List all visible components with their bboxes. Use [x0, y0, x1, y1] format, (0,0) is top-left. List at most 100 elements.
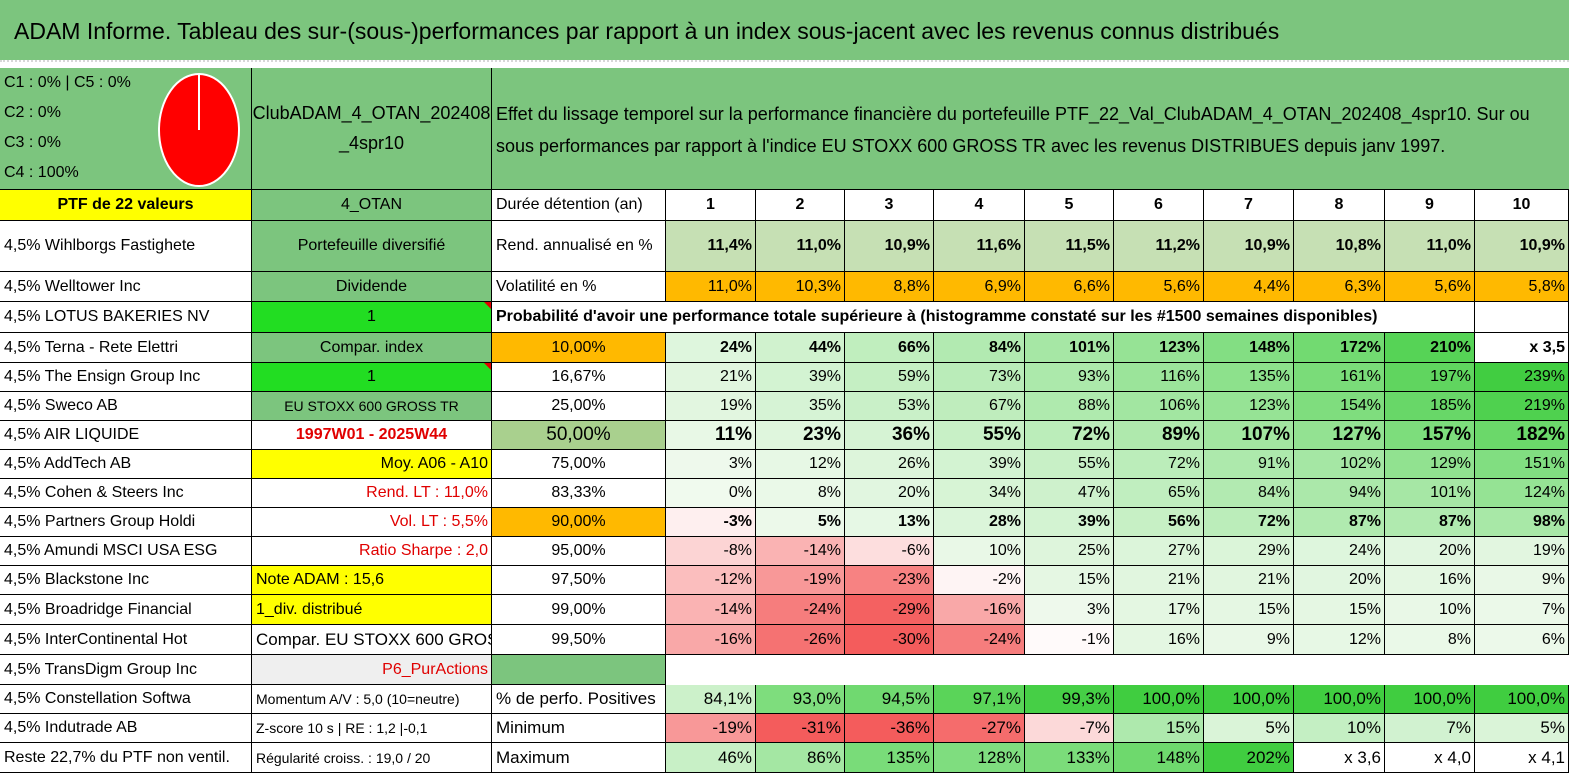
year-header: 3: [845, 190, 934, 221]
info-cell: EU STOXX 600 GROSS TR: [252, 392, 492, 421]
report-title: ADAM Informe. Tableau des sur-(sous-)per…: [0, 0, 1569, 62]
info-cell: Compar. index: [252, 333, 492, 363]
probability-value: 5%: [756, 508, 845, 537]
holding-row: 4,5% Wihlborgs Fastighete: [0, 221, 252, 272]
probability-value: 124%: [1475, 479, 1569, 508]
info-cell: Note ADAM : 15,6: [252, 566, 492, 595]
probability-value: 53%: [845, 392, 934, 421]
probability-value: 15%: [1025, 566, 1114, 595]
probability-value: -12%: [666, 566, 756, 595]
probability-value: -8%: [666, 537, 756, 566]
probability-value: 93%: [1025, 363, 1114, 392]
probability-threshold: 99,00%: [492, 595, 666, 625]
volatility-value: 6,3%: [1294, 272, 1385, 302]
probability-value: 21%: [1114, 566, 1204, 595]
probability-threshold: 25,00%: [492, 392, 666, 421]
probability-threshold: 50,00%: [492, 421, 666, 450]
portfolio-name: ClubADAM_4_OTAN_202408_4spr10: [252, 68, 492, 190]
probability-value: 6%: [1475, 625, 1569, 655]
probability-threshold: 83,33%: [492, 479, 666, 508]
probability-value: 44%: [756, 333, 845, 363]
holding-row: 4,5% Constellation Softwa: [0, 685, 252, 714]
return-value: 10,9%: [845, 221, 934, 272]
holding-row: 4,5% Partners Group Holdi: [0, 508, 252, 537]
stat-value: 97,1%: [934, 685, 1025, 714]
probability-value: 10%: [1385, 595, 1475, 625]
stat-value: 100,0%: [1204, 685, 1294, 714]
probability-value: 11%: [666, 421, 756, 450]
probability-value: 59%: [845, 363, 934, 392]
return-value: 10,9%: [1475, 221, 1569, 272]
probability-value: 172%: [1294, 333, 1385, 363]
probability-value: 84%: [1204, 479, 1294, 508]
stat-value: 5%: [1475, 714, 1569, 743]
stat-value: 100,0%: [1475, 685, 1569, 714]
stat-value: 94,5%: [845, 685, 934, 714]
probability-value: 123%: [1204, 392, 1294, 421]
probability-value: 9%: [1204, 625, 1294, 655]
probability-value: 116%: [1114, 363, 1204, 392]
probability-value: 157%: [1385, 421, 1475, 450]
probability-value: 15%: [1294, 595, 1385, 625]
probability-value: 84%: [934, 333, 1025, 363]
info-cell: Compar. EU STOXX 600 GROSS TR: [252, 625, 492, 655]
info-cell: Portefeuille diversifié: [252, 221, 492, 272]
duration-label: Durée détention (an): [492, 190, 666, 221]
probability-value: 55%: [1025, 450, 1114, 479]
probability-value: 87%: [1385, 508, 1475, 537]
info-cell: 4_OTAN: [252, 190, 492, 221]
holding-row: 4,5% AddTech AB: [0, 450, 252, 479]
probability-value: 210%: [1385, 333, 1475, 363]
stat-value: 10%: [1294, 714, 1385, 743]
volatility-value: 11,0%: [666, 272, 756, 302]
legend-line: C2 : 0%: [4, 104, 61, 121]
stat-label: % de perfo. Positives: [492, 685, 666, 714]
probability-value: 39%: [756, 363, 845, 392]
stat-value: -36%: [845, 714, 934, 743]
probability-value: 20%: [845, 479, 934, 508]
stat-value: -7%: [1025, 714, 1114, 743]
probability-value: 36%: [845, 421, 934, 450]
probability-value: 3%: [666, 450, 756, 479]
info-cell: 1997W01 - 2025W44: [252, 421, 492, 450]
probability-value: 161%: [1294, 363, 1385, 392]
probability-value: 47%: [1025, 479, 1114, 508]
probability-value: 87%: [1294, 508, 1385, 537]
probability-value: -16%: [934, 595, 1025, 625]
return-value: 11,4%: [666, 221, 756, 272]
probability-threshold: 95,00%: [492, 537, 666, 566]
year-header: 1: [666, 190, 756, 221]
stat-value: 100,0%: [1385, 685, 1475, 714]
info-cell: 1: [252, 302, 492, 333]
probability-value: 88%: [1025, 392, 1114, 421]
info-cell: 1_div. distribué: [252, 595, 492, 625]
volatility-value: 8,8%: [845, 272, 934, 302]
legend-line: C4 : 100%: [4, 164, 79, 181]
probability-value: -23%: [845, 566, 934, 595]
probability-value: 17%: [1114, 595, 1204, 625]
holding-row: 4,5% Terna - Rete Elettri: [0, 333, 252, 363]
probability-value: 10%: [934, 537, 1025, 566]
year-header: 9: [1385, 190, 1475, 221]
probability-value: -29%: [845, 595, 934, 625]
probability-value: 26%: [845, 450, 934, 479]
probability-value: 20%: [1385, 537, 1475, 566]
stat-label: Maximum: [492, 743, 666, 773]
probability-value: 151%: [1475, 450, 1569, 479]
probability-value: 21%: [666, 363, 756, 392]
stat-value: 5%: [1204, 714, 1294, 743]
probability-value: 67%: [934, 392, 1025, 421]
holding-row: 4,5% The Ensign Group Inc: [0, 363, 252, 392]
info-cell: Ratio Sharpe : 2,0: [252, 537, 492, 566]
volatility-value: 10,3%: [756, 272, 845, 302]
probability-value: 28%: [934, 508, 1025, 537]
probability-value: 65%: [1114, 479, 1204, 508]
report-description: Effet du lissage temporel sur la perform…: [492, 68, 1569, 190]
probability-value: 19%: [666, 392, 756, 421]
probability-value: 91%: [1204, 450, 1294, 479]
probability-value: 19%: [1475, 537, 1569, 566]
probability-value: 98%: [1475, 508, 1569, 537]
probability-value: 66%: [845, 333, 934, 363]
probability-value: 94%: [1294, 479, 1385, 508]
stat-value: 100,0%: [1114, 685, 1204, 714]
